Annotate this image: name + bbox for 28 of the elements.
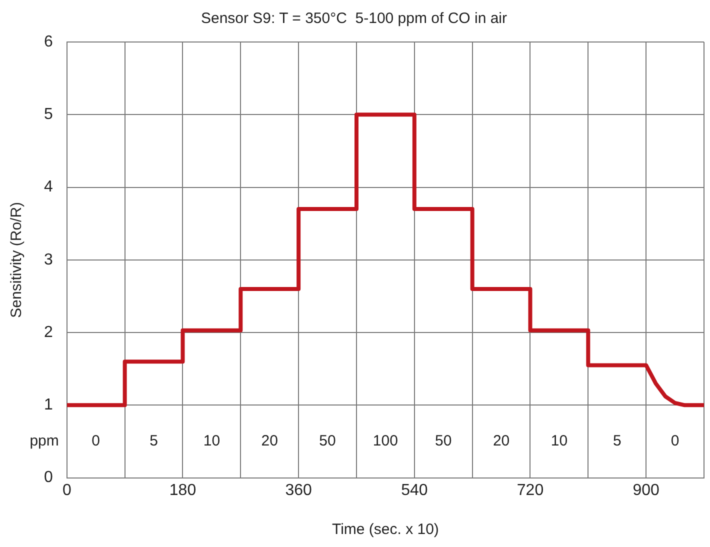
x-tick-label: 900 (632, 482, 660, 499)
y-tick-label: 0 (44, 469, 53, 486)
annotation: 10 (550, 432, 568, 450)
annotation: 50 (319, 432, 336, 450)
annotation: 20 (261, 432, 278, 450)
y-tick-label: 1 (44, 396, 53, 414)
annotation: 5 (612, 432, 622, 450)
y-axis-title: Sensitivity (Ro/R) (8, 202, 26, 318)
annotation: 100 (372, 432, 398, 450)
annotation: 50 (435, 432, 452, 450)
chart-title: Sensor S9: T = 350°C 5-100 ppm of CO in air (200, 10, 508, 28)
y-tick-label: 4 (44, 178, 53, 196)
annotation: 10 (203, 432, 220, 450)
x-axis-title: Time (sec. x 10) (332, 521, 439, 538)
annotation: 20 (492, 432, 510, 450)
annotation: 5 (150, 432, 158, 450)
x-tick-label: 540 (401, 482, 428, 499)
y-tick-label: 5 (44, 106, 53, 124)
x-tick-label: 360 (285, 482, 312, 499)
x-tick-label: 180 (169, 482, 196, 499)
y-tick-label: 2 (44, 324, 53, 341)
annotation: 0 (670, 432, 680, 450)
y-tick-label: 6 (44, 33, 53, 50)
x-tick-label: 0 (62, 482, 72, 499)
x-tick-label: 720 (516, 482, 544, 499)
annotation: 0 (92, 432, 100, 450)
text: ppm (30, 432, 59, 450)
y-tick-label: 3 (44, 251, 53, 268)
